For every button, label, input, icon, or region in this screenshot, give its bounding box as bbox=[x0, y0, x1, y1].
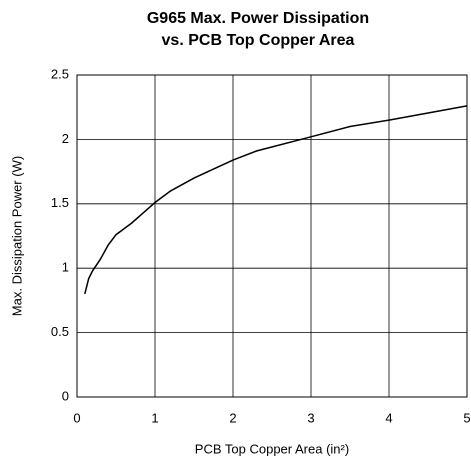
x-axis-label: PCB Top Copper Area (in²) bbox=[195, 441, 349, 456]
y-tick-label: 1.5 bbox=[51, 195, 69, 210]
line bbox=[84, 105, 468, 295]
x-tick-label: 4 bbox=[385, 410, 392, 425]
y-tick-label: 0.5 bbox=[51, 324, 69, 339]
y-tick-label: 2.5 bbox=[51, 66, 69, 81]
y-tick-label: 1 bbox=[62, 260, 69, 275]
x-tick-label: 2 bbox=[229, 410, 236, 425]
chart-title: G965 Max. Power Dissipation bbox=[147, 10, 369, 27]
y-axis-label: Max. Dissipation Power (W) bbox=[9, 156, 24, 316]
x-tick-label: 3 bbox=[307, 410, 314, 425]
chart-title: vs. PCB Top Copper Area bbox=[162, 32, 355, 49]
y-tick-label: 0 bbox=[62, 388, 69, 403]
x-tick-label: 0 bbox=[73, 410, 80, 425]
y-tick-label: 2 bbox=[62, 131, 69, 146]
x-tick-label: 5 bbox=[463, 410, 470, 425]
plot-frame bbox=[76, 74, 468, 398]
x-tick-label: 1 bbox=[151, 410, 158, 425]
